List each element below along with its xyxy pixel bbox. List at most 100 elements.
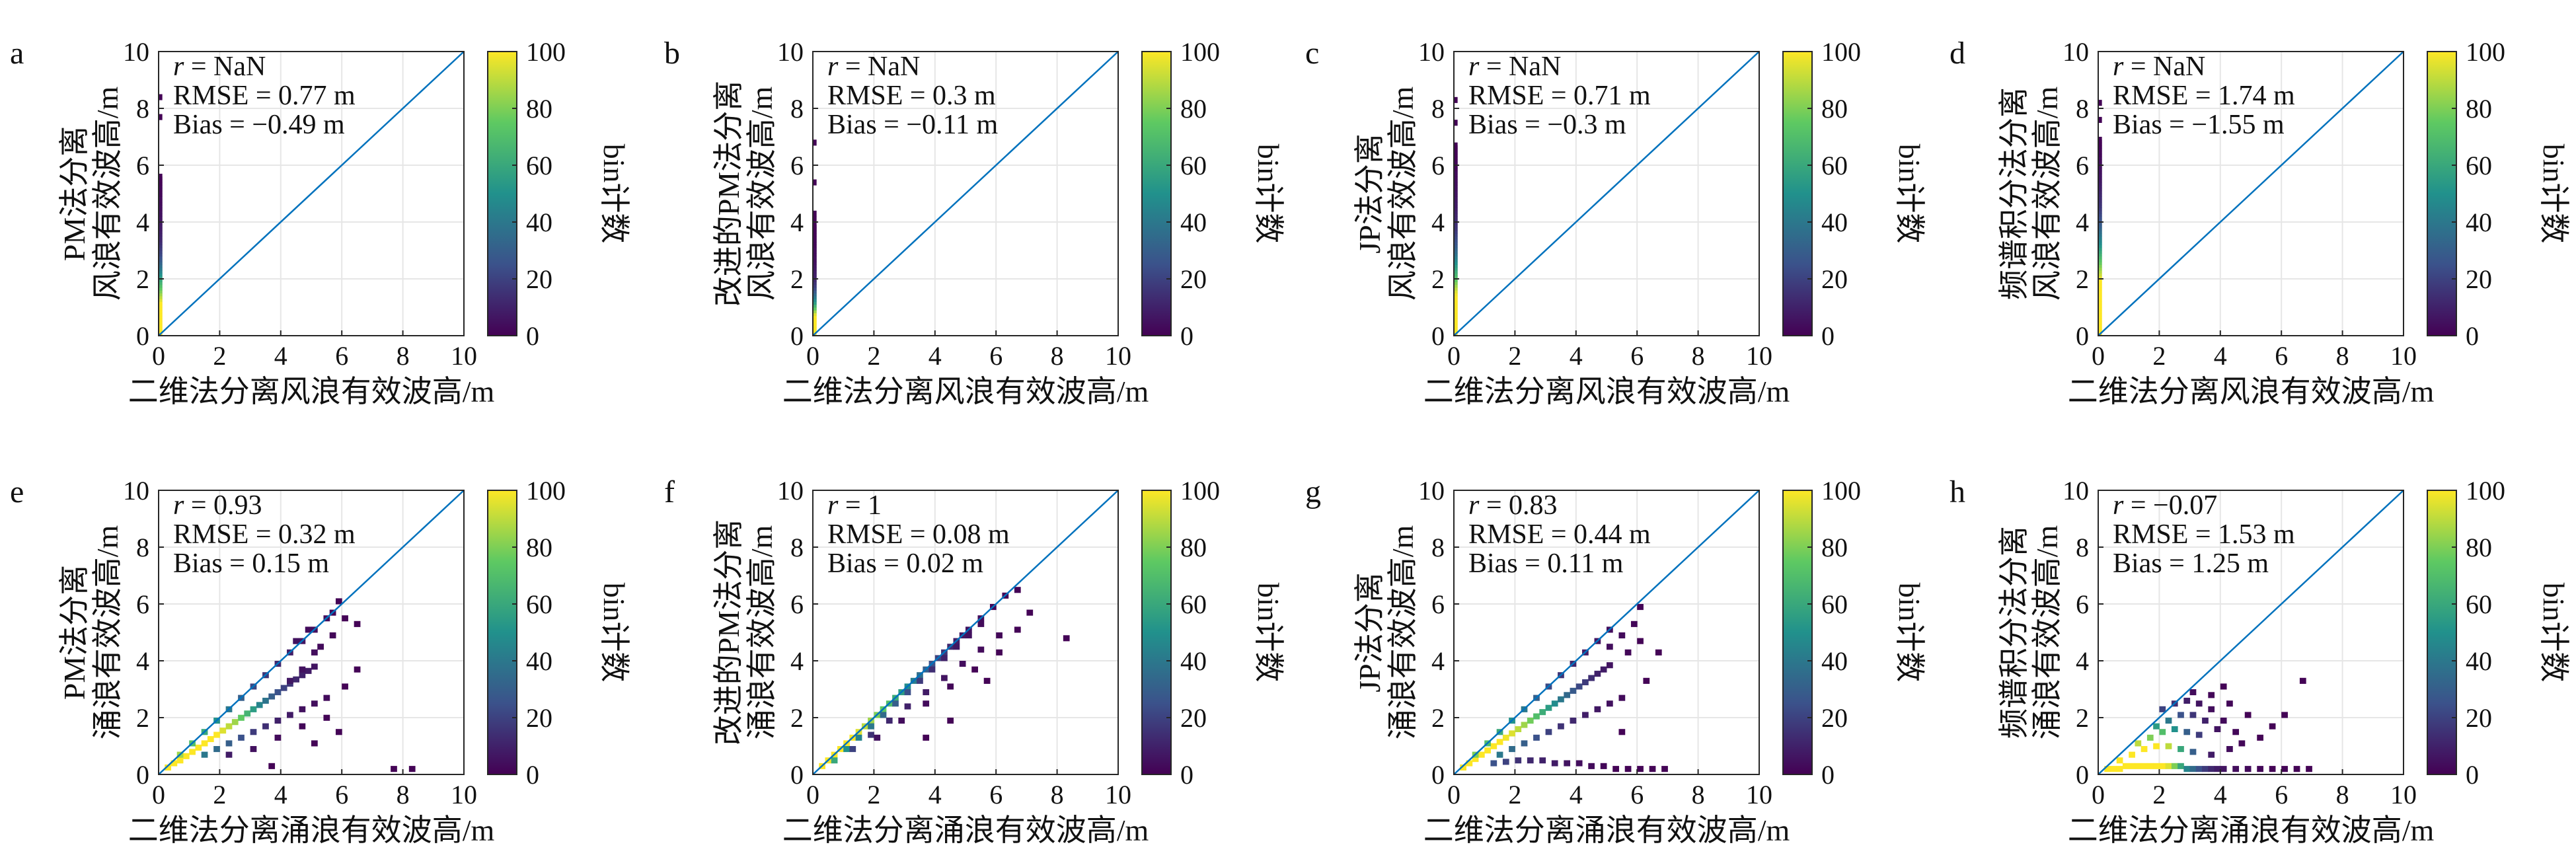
axes-box [1453, 51, 1760, 336]
axes-box [1453, 490, 1760, 775]
x-tick-label: 8 [1692, 780, 1705, 809]
heatmap-bin [250, 746, 257, 753]
x-tick-label: 10 [1746, 341, 1772, 371]
colorbar-tick-label: 0 [2466, 321, 2479, 351]
heatmap-bin [814, 139, 817, 146]
heatmap-bin [814, 222, 817, 229]
heatmap-bin [287, 712, 293, 718]
y-axis-label: 风浪有效波高/m [2030, 87, 2064, 301]
heatmap-bin [2299, 677, 2306, 684]
heatmap-bin [1630, 620, 1638, 627]
y-tick-label: 2 [136, 703, 149, 733]
heatmap-bin [2220, 683, 2227, 690]
heatmap-bin [1551, 760, 1558, 767]
y-tick-label: 0 [136, 321, 149, 351]
y-tick-label: 8 [1431, 94, 1445, 124]
colorbar-tick-label: 40 [1180, 207, 1207, 237]
heatmap-bin [2135, 740, 2142, 747]
heatmap-bin [335, 598, 342, 605]
y-tick-label: 0 [1431, 760, 1445, 790]
heatmap-bin [408, 766, 416, 772]
heatmap-bin [831, 757, 838, 764]
heatmap-bin [2116, 757, 2123, 764]
colorbar-tick-label: 60 [526, 589, 552, 619]
heatmap-bin [1509, 730, 1515, 737]
stat-text: r = 0.93 [173, 490, 262, 521]
heatmap-bin [165, 764, 171, 771]
heatmap-bin [1515, 726, 1522, 732]
x-tick-label: 6 [335, 780, 348, 809]
stat-text: RMSE = 0.08 m [827, 519, 1010, 550]
colorbar [487, 51, 517, 336]
heatmap-bin [1455, 96, 1458, 103]
colorbar [1782, 51, 1813, 336]
x-tick-label: 10 [451, 341, 477, 371]
y-tick-label: 4 [1431, 207, 1445, 237]
heatmap-bin [225, 751, 233, 758]
colorbar-tick-label: 20 [2466, 264, 2492, 294]
x-tick-label: 4 [274, 780, 287, 809]
x-tick-label: 8 [1051, 780, 1064, 809]
heatmap-bin [923, 734, 930, 741]
x-tick-label: 0 [1447, 341, 1460, 371]
stat-r-symbol: r [2113, 490, 2124, 521]
heatmap-bin [213, 746, 220, 753]
x-tick-label: 2 [2152, 341, 2166, 371]
panel-letter: g [1305, 474, 1321, 509]
x-axis-label: 二维法分离风浪有效波高/m [782, 375, 1149, 408]
y-axis-label: 改进的PM法分离 [712, 81, 745, 307]
heatmap-bin [299, 672, 306, 679]
colorbar-tick-label: 60 [1821, 589, 1848, 619]
heatmap-bin [2153, 743, 2160, 749]
x-tick-label: 10 [451, 780, 477, 809]
heatmap-bin [262, 723, 269, 730]
y-tick-label: 0 [790, 760, 804, 790]
heatmap-bin [953, 644, 960, 650]
colorbar-tick-label: 100 [526, 37, 566, 67]
identity-line [2098, 490, 2404, 775]
stat-text: RMSE = 0.44 m [1468, 519, 1651, 550]
axes-box [2098, 51, 2404, 336]
x-tick-label: 0 [2092, 341, 2105, 371]
x-tick-label: 6 [989, 780, 1003, 809]
stat-text: RMSE = 1.74 m [2113, 81, 2295, 111]
colorbar-tick-label: 0 [1821, 321, 1835, 351]
heatmap-bin [2135, 763, 2142, 769]
y-tick-label: 8 [2076, 533, 2089, 562]
heatmap-bin [176, 757, 184, 764]
colorbar-tick-label: 60 [2466, 589, 2492, 619]
x-axis-label: 二维法分离涌浪有效波高/m [1423, 813, 1790, 847]
x-tick-label: 2 [1508, 780, 1521, 809]
heatmap-bin [244, 710, 251, 717]
heatmap-bin [2232, 729, 2240, 735]
axes-box [812, 51, 1119, 336]
heatmap-bin [2122, 763, 2129, 769]
heatmap-bin [317, 644, 324, 650]
colorbar-tick-label: 80 [526, 533, 552, 562]
panel-letter: f [664, 474, 675, 509]
heatmap-bin [250, 706, 257, 712]
heatmap-bin [814, 179, 817, 186]
stat-text: RMSE = 0.3 m [827, 81, 996, 111]
heatmap-bin [225, 723, 233, 730]
heatmap-bin [1478, 751, 1485, 758]
heatmap-bin [2099, 137, 2102, 143]
heatmap-bin [299, 723, 306, 730]
heatmap-bin [1455, 142, 1458, 149]
y-tick-label: 0 [790, 321, 804, 351]
heatmap-bin [262, 697, 269, 704]
heatmap-bin [335, 729, 342, 735]
colorbar-tick-label: 80 [2466, 533, 2492, 562]
heatmap-bin [2165, 718, 2172, 724]
y-tick-label: 10 [2063, 37, 2089, 67]
heatmap-bin [1533, 734, 1540, 741]
y-axis-label: 频谱积分法分离 [1997, 526, 2031, 739]
y-tick-label: 6 [790, 589, 804, 619]
x-tick-label: 0 [152, 341, 165, 371]
heatmap-bin [1533, 713, 1540, 720]
x-tick-label: 6 [989, 341, 1003, 371]
y-tick-label: 4 [790, 207, 804, 237]
heatmap-bin [1637, 604, 1644, 611]
heatmap-bin [2159, 706, 2166, 712]
